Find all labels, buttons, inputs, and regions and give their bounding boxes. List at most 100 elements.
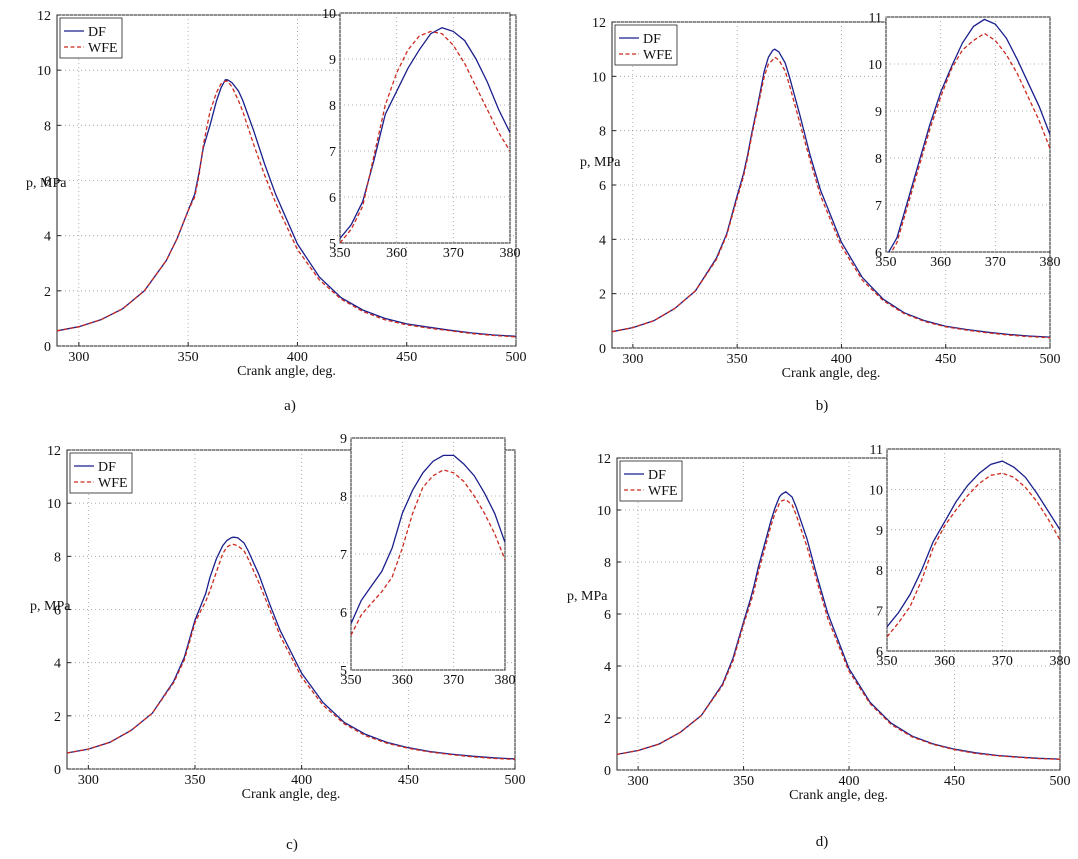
inset-y-tick-label: 9 bbox=[876, 524, 883, 539]
x-axis-label: Crank angle, deg. bbox=[789, 788, 888, 803]
x-tick-label: 400 bbox=[287, 350, 308, 365]
y-tick-label: 2 bbox=[599, 288, 606, 303]
series-wfe-line bbox=[616, 498, 1061, 760]
panel-label: c) bbox=[286, 837, 298, 853]
inset-y-tick-label: 10 bbox=[322, 7, 336, 22]
inset-y-tick-label: 10 bbox=[868, 58, 882, 73]
y-tick-label: 8 bbox=[44, 119, 51, 134]
legend-box bbox=[59, 17, 123, 59]
legend-entry-wfe: WFE bbox=[643, 48, 673, 63]
chart-panel-1: 300 350 400 450 500 0 2 4 6 8 10 12 Crank angle, deg… bbox=[26, 7, 527, 379]
y-axis-label: p, MPa bbox=[26, 176, 67, 191]
y-tick-label: 4 bbox=[54, 657, 61, 672]
y-axis-label: p, MPa bbox=[567, 589, 608, 604]
inset-series-wfe-line bbox=[351, 469, 505, 636]
y-tick-label: 8 bbox=[599, 125, 606, 140]
y-axis-label: p, MPa bbox=[580, 155, 621, 170]
inset-y-tick-label: 8 bbox=[875, 152, 882, 167]
inset-series-df-line bbox=[340, 26, 510, 239]
y-tick-label: 2 bbox=[604, 712, 611, 727]
inset-x-tick-label: 360 bbox=[386, 246, 407, 261]
inset-series-df-line bbox=[887, 460, 1060, 628]
x-tick-label: 400 bbox=[839, 774, 860, 789]
legend-box bbox=[619, 460, 683, 502]
inset-y-tick-label: 6 bbox=[876, 645, 883, 660]
x-tick-label: 350 bbox=[178, 350, 199, 365]
inset-y-tick-label: 9 bbox=[329, 53, 336, 68]
inset-x-tick-label: 360 bbox=[934, 654, 955, 669]
legend-box bbox=[614, 24, 678, 66]
inset-x-tick-label: 370 bbox=[443, 246, 464, 261]
y-tick-label: 4 bbox=[44, 230, 51, 245]
inset-x-tick-label: 350 bbox=[330, 246, 351, 261]
x-tick-label: 500 bbox=[506, 350, 527, 365]
inset-series-df-line bbox=[887, 18, 1050, 252]
inset-y-tick-label: 7 bbox=[340, 548, 347, 563]
legend-entry-df: DF bbox=[643, 32, 661, 47]
inset-plot: 350 360 370 380 5 6 7 8 9 10 bbox=[322, 7, 521, 261]
inset-y-tick-label: 9 bbox=[340, 432, 347, 447]
inset-x-tick-label: 370 bbox=[985, 255, 1006, 270]
x-axis-label: Crank angle, deg. bbox=[237, 364, 336, 379]
panel-label: b) bbox=[816, 398, 829, 414]
x-axis-label: Crank angle, deg. bbox=[242, 787, 341, 802]
inset-y-tick-label: 7 bbox=[875, 199, 882, 214]
inset-x-tick-label: 350 bbox=[341, 673, 362, 688]
series-wfe-line bbox=[56, 80, 517, 338]
x-axis-label: Crank angle, deg. bbox=[782, 366, 881, 381]
inset-x-tick-label: 370 bbox=[443, 673, 464, 688]
x-tick-label: 450 bbox=[935, 352, 956, 367]
chart-panel-2: 300 350 400 450 500 0 2 4 6 8 10 12 Crank angle, deg… bbox=[580, 11, 1061, 381]
legend-entry-df: DF bbox=[648, 468, 666, 483]
inset-plot: 350 360 370 380 6 7 8 9 10 11 bbox=[869, 443, 1071, 669]
x-tick-label: 300 bbox=[78, 773, 99, 788]
inset-y-tick-label: 8 bbox=[340, 490, 347, 505]
inset-x-tick-label: 360 bbox=[930, 255, 951, 270]
y-tick-label: 6 bbox=[599, 179, 606, 194]
inset-y-tick-label: 7 bbox=[329, 145, 336, 160]
x-tick-label: 350 bbox=[185, 773, 206, 788]
inset-plot-area bbox=[339, 12, 511, 244]
y-tick-label: 8 bbox=[604, 556, 611, 571]
inset-x-tick-label: 350 bbox=[876, 255, 897, 270]
y-tick-label: 2 bbox=[44, 285, 51, 300]
inset-x-tick-label: 380 bbox=[1050, 654, 1071, 669]
inset-x-tick-label: 350 bbox=[877, 654, 898, 669]
y-tick-label: 10 bbox=[37, 64, 51, 79]
y-tick-label: 10 bbox=[597, 504, 611, 519]
inset-y-tick-label: 6 bbox=[340, 606, 347, 621]
inset-y-tick-label: 9 bbox=[875, 105, 882, 120]
x-tick-label: 400 bbox=[831, 352, 852, 367]
x-tick-label: 450 bbox=[396, 350, 417, 365]
y-tick-label: 4 bbox=[604, 660, 611, 675]
y-tick-label: 12 bbox=[592, 16, 606, 31]
inset-series-wfe-line bbox=[887, 472, 1060, 638]
inset-plot-area bbox=[885, 16, 1051, 253]
y-tick-label: 0 bbox=[604, 764, 611, 779]
y-axis-label: p, MPa bbox=[30, 599, 71, 614]
inset-y-tick-label: 7 bbox=[876, 605, 883, 620]
inset-y-tick-label: 11 bbox=[870, 443, 883, 458]
legend-entry-wfe: WFE bbox=[88, 41, 118, 56]
y-tick-label: 0 bbox=[54, 763, 61, 778]
legend-entry-wfe: WFE bbox=[648, 484, 678, 499]
inset-x-tick-label: 380 bbox=[495, 673, 516, 688]
series-wfe-line bbox=[611, 56, 1051, 339]
inset-plot: 350 360 370 380 5 6 7 8 9 bbox=[340, 432, 516, 688]
y-tick-label: 8 bbox=[54, 550, 61, 565]
inset-series-wfe-line bbox=[340, 30, 510, 243]
x-tick-label: 500 bbox=[505, 773, 526, 788]
x-tick-label: 350 bbox=[733, 774, 754, 789]
x-tick-label: 300 bbox=[68, 350, 89, 365]
x-tick-label: 450 bbox=[944, 774, 965, 789]
legend-entry-df: DF bbox=[98, 460, 116, 475]
inset-x-tick-label: 380 bbox=[1040, 255, 1061, 270]
y-tick-label: 4 bbox=[599, 233, 606, 248]
y-tick-label: 2 bbox=[54, 710, 61, 725]
inset-series-wfe-line bbox=[890, 32, 1050, 252]
inset-y-tick-label: 5 bbox=[340, 664, 347, 679]
y-tick-label: 6 bbox=[54, 604, 61, 619]
x-tick-label: 450 bbox=[398, 773, 419, 788]
inset-x-tick-label: 380 bbox=[500, 246, 521, 261]
